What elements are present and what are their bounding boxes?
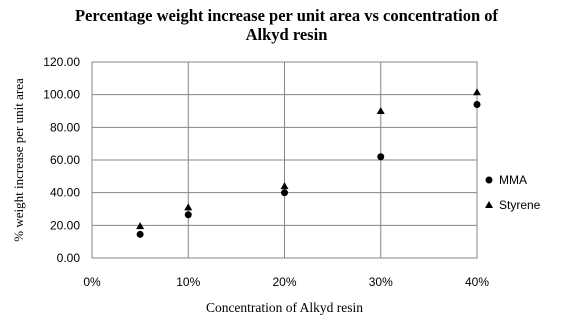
x-tick-label: 10%	[176, 275, 200, 289]
x-tick-label: 30%	[369, 275, 393, 289]
data-point-mma	[136, 230, 144, 238]
data-point-styrene	[136, 222, 145, 230]
y-axis-label: % weight increase per unit area	[11, 78, 26, 242]
data-point-mma	[473, 100, 481, 108]
y-tick-label: 60.00	[50, 153, 80, 167]
y-tick-label: 100.00	[43, 88, 80, 102]
chart-title-line-1: Percentage weight increase per unit area…	[74, 6, 499, 25]
y-tick-label: 40.00	[50, 186, 80, 200]
legend-label-styrene: Styrene	[499, 198, 541, 212]
y-tick-label: 0.00	[57, 251, 81, 265]
chart-title-line-2: Alkyd resin	[245, 25, 328, 44]
data-point-styrene	[184, 203, 193, 211]
x-tick-label: 40%	[465, 275, 489, 289]
data-point-mma	[281, 189, 288, 197]
data-point-mma	[377, 153, 385, 161]
data-point-styrene	[473, 88, 481, 96]
legend-marker-styrene	[485, 201, 493, 208]
y-tick-label: 80.00	[50, 120, 80, 134]
legend-label-mma: MMA	[499, 173, 527, 187]
legend-marker-mma	[485, 176, 493, 184]
x-tick-label: 0%	[83, 275, 101, 289]
y-tick-label: 120.00	[43, 55, 80, 69]
data-point-styrene	[280, 182, 289, 190]
y-tick-label: 20.00	[50, 218, 80, 232]
x-axis-label: Concentration of Alkyd resin	[205, 300, 364, 315]
x-tick-label: 20%	[272, 275, 296, 289]
data-point-styrene	[376, 107, 385, 114]
data-point-mma	[184, 211, 192, 219]
